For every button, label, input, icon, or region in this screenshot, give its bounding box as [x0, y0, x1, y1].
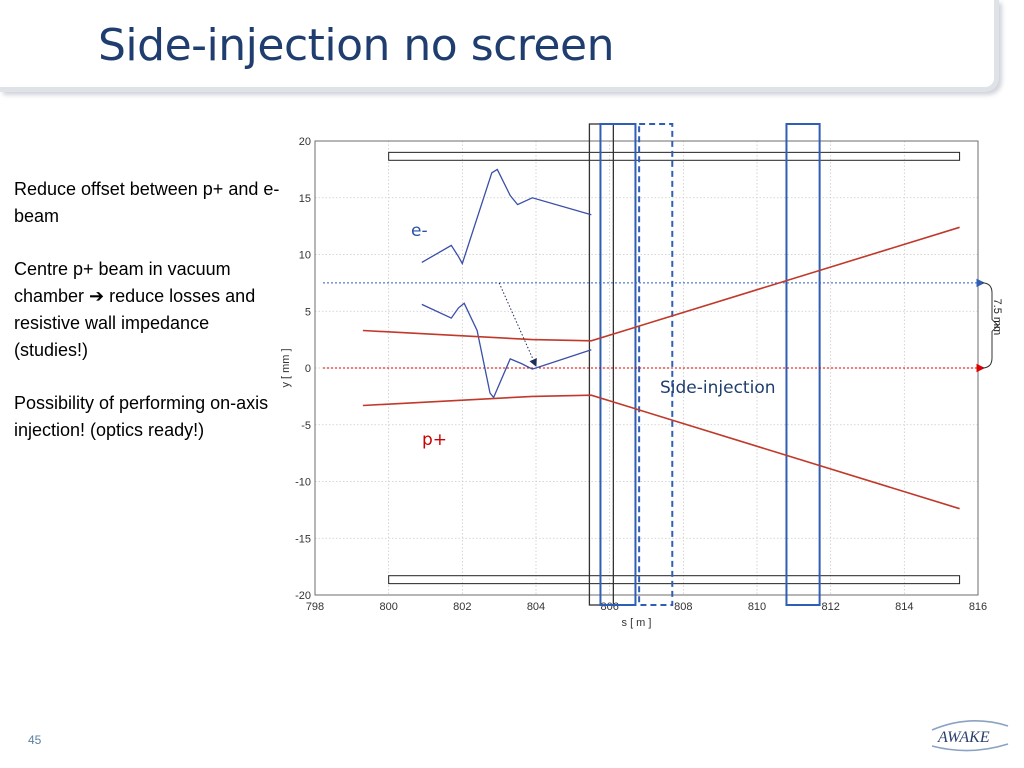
x-tick-label: 808 [674, 601, 692, 613]
dimension-bracket [981, 282, 999, 369]
y-tick-label: -10 [295, 477, 311, 489]
proton-trajectory [362, 394, 960, 510]
x-tick-label: 814 [895, 601, 913, 613]
element-marker-4 [785, 123, 821, 606]
side-injection-label: Side-injection [660, 378, 776, 398]
y-tick-label: -15 [295, 533, 311, 545]
electron-trajectory [421, 302, 592, 399]
y-tick-label: 20 [299, 136, 311, 148]
slide-title: Side-injection no screen [98, 20, 614, 71]
x-tick-label: 800 [379, 601, 397, 613]
bullet-offset: Reduce offset between p+ and e- beam [14, 179, 280, 226]
electron-beam-label: e- [411, 221, 428, 241]
x-tick-label: 802 [453, 601, 471, 613]
awake-logo: AWAKE [931, 720, 1009, 752]
title-banner: Side-injection no screen [0, 0, 999, 92]
electron-trajectory [421, 168, 592, 266]
chamber-wall-bottom [388, 575, 961, 585]
element-marker-3 [638, 123, 674, 606]
y-tick-label: -20 [295, 590, 311, 602]
injection-arrow [498, 282, 537, 367]
dimension-label: 7.5 mm [991, 299, 1003, 336]
chamber-wall-top [388, 151, 961, 161]
x-axis-label: s [ m ] [622, 617, 652, 629]
page-number: 45 [28, 733, 42, 747]
proton-beam-label: p+ [422, 430, 447, 450]
svg-text:AWAKE: AWAKE [937, 729, 990, 746]
bullet-list: Reduce offset between p+ and e- beam Cen… [14, 176, 286, 470]
x-tick-label: 810 [748, 601, 766, 613]
y-tick-label: 5 [305, 306, 311, 318]
x-tick-label: 798 [306, 601, 324, 613]
x-tick-label: 816 [969, 601, 987, 613]
y-tick-label: 10 [299, 250, 311, 262]
y-tick-label: 0 [305, 363, 311, 375]
proton-trajectory [362, 226, 960, 342]
bullet-centre-beam: Centre p+ beam in vacuum chamber ➔ reduc… [14, 259, 256, 360]
y-tick-label: -5 [301, 420, 311, 432]
y-axis-label: y [ mm ] [280, 348, 292, 387]
element-marker-2 [599, 123, 637, 606]
bullet-on-axis: Possibility of performing on-axis inject… [14, 393, 269, 440]
x-tick-label: 806 [600, 601, 618, 613]
y-tick-label: 15 [299, 193, 311, 205]
x-tick-label: 812 [821, 601, 839, 613]
x-tick-label: 804 [527, 601, 545, 613]
